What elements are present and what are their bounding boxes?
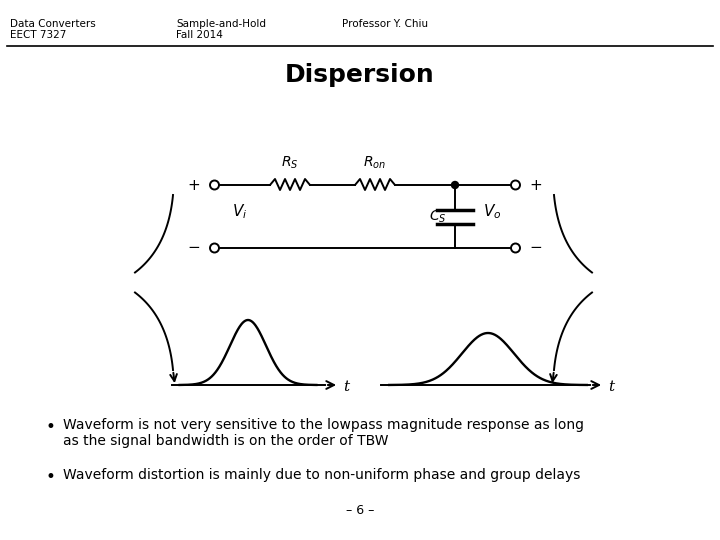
Text: Sample-and-Hold
Fall 2014: Sample-and-Hold Fall 2014 bbox=[176, 19, 266, 40]
Text: Dispersion: Dispersion bbox=[285, 63, 435, 87]
Text: $V_o$: $V_o$ bbox=[483, 202, 501, 221]
Text: +: + bbox=[530, 178, 542, 192]
Circle shape bbox=[511, 244, 520, 253]
Text: t: t bbox=[608, 380, 614, 394]
Circle shape bbox=[511, 180, 520, 190]
Text: Waveform distortion is mainly due to non-uniform phase and group delays: Waveform distortion is mainly due to non… bbox=[63, 468, 580, 482]
Text: – 6 –: – 6 – bbox=[346, 503, 374, 516]
Text: Waveform is not very sensitive to the lowpass magnitude response as long: Waveform is not very sensitive to the lo… bbox=[63, 418, 584, 432]
Text: $C_S$: $C_S$ bbox=[429, 208, 447, 225]
Circle shape bbox=[210, 180, 219, 190]
Text: as the signal bandwidth is on the order of TBW: as the signal bandwidth is on the order … bbox=[63, 434, 389, 448]
Circle shape bbox=[451, 181, 459, 188]
Text: −: − bbox=[188, 240, 200, 255]
Text: −: − bbox=[530, 240, 542, 255]
Circle shape bbox=[210, 244, 219, 253]
Text: $V_i$: $V_i$ bbox=[232, 202, 248, 221]
Text: $R_{on}$: $R_{on}$ bbox=[364, 154, 387, 171]
Text: •: • bbox=[45, 468, 55, 486]
Text: •: • bbox=[45, 418, 55, 436]
Text: +: + bbox=[188, 178, 200, 192]
Text: $R_S$: $R_S$ bbox=[282, 154, 299, 171]
Text: t: t bbox=[343, 380, 349, 394]
Text: Data Converters
EECT 7327: Data Converters EECT 7327 bbox=[10, 19, 96, 40]
Text: Professor Y. Chiu: Professor Y. Chiu bbox=[342, 19, 428, 29]
